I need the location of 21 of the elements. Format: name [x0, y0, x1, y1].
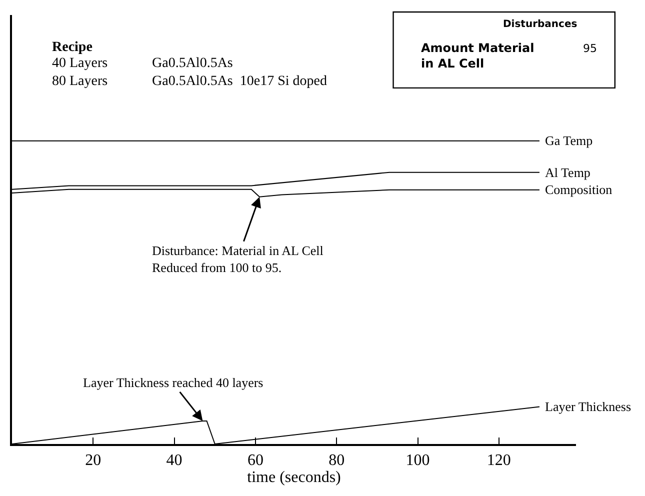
text: Ga0.5Al0.5As — [152, 56, 233, 71]
text: 40 Layers — [52, 56, 108, 71]
x-tick-label: 60 — [247, 452, 264, 469]
x-tick-label: 100 — [406, 452, 430, 469]
x-axis-title: time (seconds) — [247, 468, 341, 486]
text: 80 Layers — [52, 74, 108, 89]
text: Recipe — [52, 40, 92, 55]
series-label: Composition — [545, 182, 613, 197]
annotation: Layer Thickness reached 40 layers — [83, 375, 264, 390]
text: Disturbances — [503, 19, 578, 30]
x-tick-label: 80 — [328, 452, 345, 469]
text: Ga0.5Al0.5As 10e17 Si doped — [152, 74, 327, 89]
series-label: Al Temp — [545, 165, 590, 180]
series-label: Ga Temp — [545, 133, 593, 148]
text: 95 — [583, 42, 597, 55]
text: Amount Material in AL Cell — [421, 41, 534, 71]
x-tick-label: 120 — [486, 452, 511, 469]
annotation: Disturbance: Material in AL Cell Reduced from 100 to 95. — [152, 243, 324, 275]
x-tick-label: 20 — [85, 452, 102, 469]
series-label: Layer Thickness — [545, 399, 632, 414]
x-tick-label: 40 — [166, 452, 182, 469]
